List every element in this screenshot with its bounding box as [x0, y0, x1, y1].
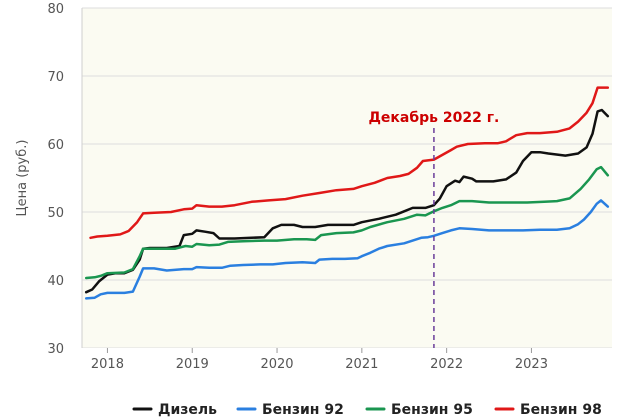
annotation-label: Декабрь 2022 г. — [368, 110, 499, 126]
y-tick-label: 40 — [47, 274, 64, 289]
y-axis-label: Цена (руб.) — [15, 140, 30, 217]
series-lines — [84, 86, 610, 300]
x-tick-label: 2019 — [176, 357, 209, 372]
y-tick-label: 30 — [47, 342, 64, 357]
y-tick-label: 80 — [47, 2, 64, 17]
series-line-2 — [84, 199, 610, 300]
x-tick-label: 2023 — [515, 357, 548, 372]
legend-label: Бензин 92 — [262, 402, 344, 418]
series-line-3 — [84, 165, 610, 280]
y-tick-label: 50 — [47, 206, 64, 221]
y-axis: 30 40 50 60 70 80 — [47, 2, 64, 357]
x-axis: 2018 2019 2020 2021 2022 2023 — [82, 348, 612, 372]
legend: Дизель Бензин 92 Бензин 95 Бензин 98 — [132, 402, 602, 418]
x-tick-label: 2022 — [430, 357, 463, 372]
legend-label: Дизель — [158, 402, 217, 418]
plot-background — [82, 8, 612, 348]
y-tick-label: 70 — [47, 70, 64, 85]
legend-label: Бензин 95 — [391, 402, 473, 418]
legend-label: Бензин 98 — [520, 402, 602, 418]
x-tick-label: 2020 — [260, 357, 293, 372]
series-line-4 — [89, 86, 610, 240]
y-tick-label: 60 — [47, 138, 64, 153]
x-tick-label: 2021 — [345, 357, 378, 372]
x-tick-label: 2018 — [91, 357, 124, 372]
